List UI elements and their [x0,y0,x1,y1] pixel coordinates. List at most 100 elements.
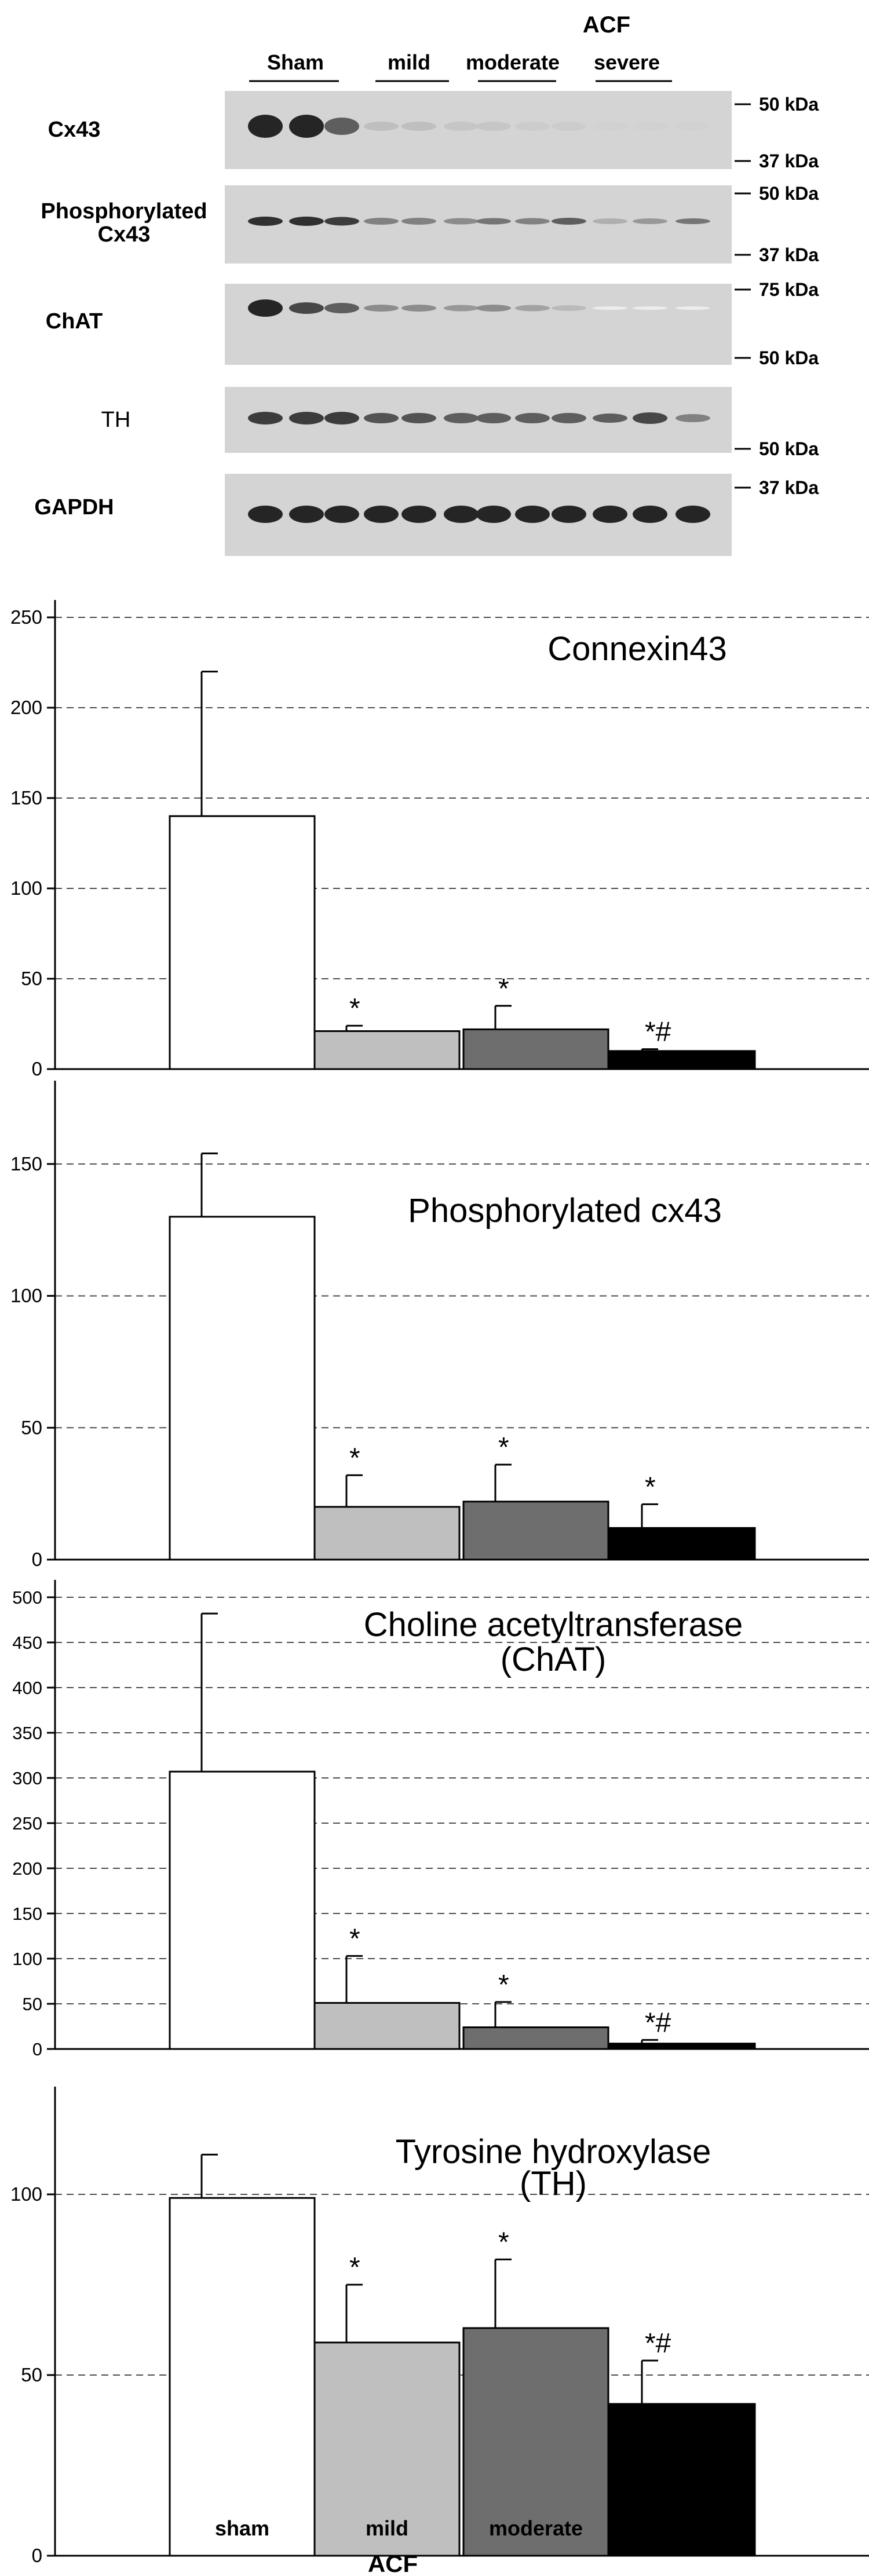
y-tick-label: 150 [10,1153,42,1174]
blot-group-label: mild [388,50,430,74]
y-tick-label: 0 [32,2039,42,2059]
blot-band [676,414,710,422]
chart-panel-0: 0 50 100 150 200 250 * * *# Connexin43 [10,600,869,1080]
blot-band [676,506,710,523]
blot-band [324,412,359,425]
marker-label: 75 kDa [759,279,819,300]
blot-band [593,306,627,310]
blot-band [633,306,667,310]
y-tick-label: 50 [23,1994,42,2014]
blot-band [444,506,479,523]
blot-band [248,115,283,138]
blot-row-label: TH [101,408,131,432]
blot-band [552,305,586,311]
blot-band [248,506,283,523]
blot-band [515,413,550,423]
y-tick-label: 0 [32,1058,42,1080]
blot-band [593,506,627,523]
blot-band [552,218,586,225]
significance-marker: * [498,1970,509,2000]
marker-label: 37 kDa [759,477,819,498]
blot-row-label: Phosphorylated [41,199,207,224]
blot-row-label: ChAT [46,309,103,334]
y-tick-label: 250 [10,606,42,628]
blot-band [289,412,324,425]
bar-moderate [462,1028,609,1070]
blot-band [515,122,550,131]
significance-marker: * [498,1432,509,1463]
significance-marker: *# [645,2007,671,2038]
bar-sham [169,1770,316,2050]
blot-band [324,217,359,226]
significance-marker: * [498,974,509,1004]
blot-group-label: Sham [267,50,324,74]
blot-band [633,218,667,224]
y-tick-label: 50 [21,968,42,989]
bar-severe [609,1527,756,1561]
significance-marker: *# [645,1017,671,1048]
blot-band [401,413,436,423]
significance-marker: * [349,2252,360,2283]
blot-band [515,506,550,523]
y-tick-label: 400 [12,1678,42,1698]
y-tick-label: 500 [12,1587,42,1608]
bar-moderate [462,1501,609,1561]
blot-band [593,218,627,224]
blot-band [401,122,436,131]
bar-severe [609,1050,756,1070]
blot-group-label: severe [594,50,660,74]
blot-band [515,305,550,312]
blot-row-label: Cx43 [48,118,101,142]
marker-label: 50 kDa [759,94,819,115]
bar-mild [313,2341,461,2557]
blot-band [364,413,399,423]
chart-title: Phosphorylated cx43 [408,1192,722,1230]
blot-band [324,303,359,313]
blot-band [676,218,710,224]
blot-band [633,122,667,131]
blot-band [364,305,399,312]
blot-band [401,305,436,312]
y-tick-label: 200 [10,697,42,718]
blot-band [593,414,627,423]
x-category-label: mild [366,2516,408,2540]
blot-band [364,506,399,523]
chart-title-line: (ChAT) [501,1641,607,1678]
significance-marker: *# [645,2328,671,2359]
chart-panel-1: 0 50 100 150 * * * Phosphorylated cx43 [10,1081,869,1570]
bar-moderate [462,2026,609,2050]
y-tick-label: 50 [21,1417,42,1438]
marker-label: 50 kDa [759,183,819,204]
blot-group-title: ACF [583,12,630,38]
blot-row-label: Cx43 [98,222,151,247]
significance-marker: * [349,993,360,1024]
blot-band [324,118,359,135]
bar-sham [169,1216,316,1561]
y-tick-label: 100 [10,2183,42,2205]
blot-band [515,218,550,225]
chart-panel-2: 0 50 100 150 200 250 300 350 400 450 500 * * *# Cholin… [12,1580,869,2059]
blot-band [476,122,511,131]
y-tick-label: 250 [12,1813,42,1834]
blot-band [401,506,436,523]
marker-label: 37 kDa [759,151,819,171]
blot-band [401,218,436,225]
blot-band [248,299,283,317]
chart-title: Connexin43 [547,630,727,668]
y-tick-label: 100 [12,1949,42,1969]
blot-band [248,217,283,226]
y-tick-label: 150 [10,787,42,808]
blot-band [633,412,667,424]
significance-marker: * [645,1472,656,1502]
bar-severe [609,2043,756,2050]
bar-sham [169,815,316,1070]
blot-row-label: GAPDH [34,495,114,519]
bar-mild [313,2001,461,2050]
y-tick-label: 150 [12,1904,42,1924]
blot-band [552,122,586,131]
marker-label: 50 kDa [759,438,819,459]
x-category-label: severe [648,2516,714,2540]
x-axis-label: ACF [368,2550,418,2576]
chart-title-line: Tyrosine hydroxylase [396,2133,711,2171]
